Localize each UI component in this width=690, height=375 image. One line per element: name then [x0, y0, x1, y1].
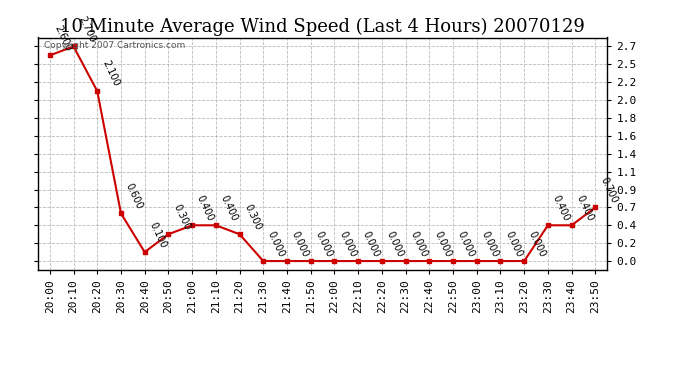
Text: 0.000: 0.000 — [290, 229, 310, 258]
Text: 0.000: 0.000 — [313, 229, 334, 258]
Text: 0.400: 0.400 — [551, 194, 571, 222]
Text: 0.700: 0.700 — [598, 176, 619, 205]
Text: 0.000: 0.000 — [503, 229, 524, 258]
Text: 0.000: 0.000 — [480, 229, 500, 258]
Text: 0.400: 0.400 — [219, 194, 239, 222]
Text: Copyright 2007 Cartronics.com: Copyright 2007 Cartronics.com — [43, 41, 185, 50]
Text: 0.400: 0.400 — [195, 194, 215, 222]
Text: 0.100: 0.100 — [148, 220, 168, 249]
Text: 0.000: 0.000 — [432, 229, 453, 258]
Text: 0.600: 0.600 — [124, 182, 144, 211]
Text: 0.000: 0.000 — [456, 229, 477, 258]
Title: 10 Minute Average Wind Speed (Last 4 Hours) 20070129: 10 Minute Average Wind Speed (Last 4 Hou… — [60, 18, 585, 36]
Text: 0.000: 0.000 — [337, 229, 358, 258]
Text: 0.000: 0.000 — [408, 229, 429, 258]
Text: 0.000: 0.000 — [384, 229, 405, 258]
Text: 0.000: 0.000 — [527, 229, 548, 258]
Text: 0.400: 0.400 — [574, 194, 595, 222]
Text: 2.600: 2.600 — [52, 23, 73, 52]
Text: 0.300: 0.300 — [242, 202, 263, 231]
Text: 2.700: 2.700 — [77, 14, 97, 44]
Text: 0.300: 0.300 — [171, 202, 192, 231]
Text: 2.100: 2.100 — [100, 59, 121, 88]
Text: 0.000: 0.000 — [266, 229, 287, 258]
Text: 0.000: 0.000 — [361, 229, 382, 258]
